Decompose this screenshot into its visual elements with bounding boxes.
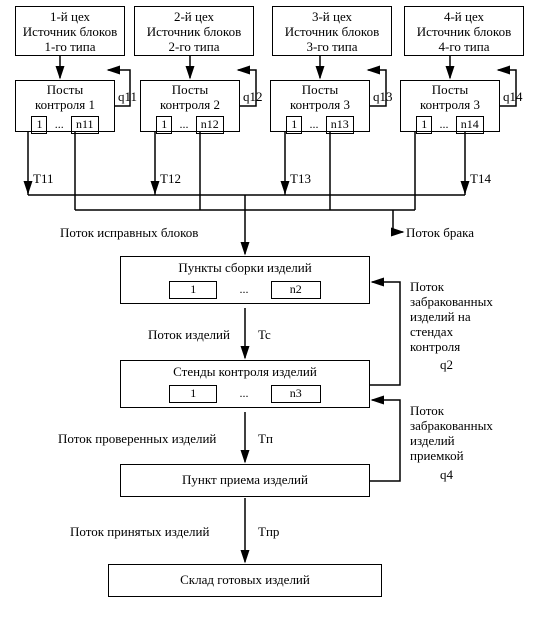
control-post-4-first: 1 [416,116,432,134]
t12-label: T12 [160,172,181,187]
dots-icon: ... [52,118,67,132]
workshop-1-l1: 1-й цех [50,9,90,24]
control-post-4-title: Постыконтроля 3 [403,83,497,113]
good-blocks-label: Поток исправных блоков [60,226,198,241]
control-post-2-last: n12 [196,116,224,134]
workshop-1-l2: Источник блоков [23,24,117,39]
control-post-1-last: n11 [71,116,99,134]
control-post-3-first: 1 [286,116,302,134]
t14-label: T14 [470,172,491,187]
products-label: Поток изделий [148,328,230,343]
tc-label: Tc [258,328,271,343]
assembly-title: Пункты сборки изделий [127,261,363,276]
control-post-2: Постыконтроля 2 1 ... n12 [140,80,240,132]
dots-icon: ... [307,118,322,132]
control-post-2-first: 1 [156,116,172,134]
workshop-3-l1: 3-й цех [312,9,352,24]
tp-label: Tп [258,432,273,447]
acceptance-title: Пункт приема изделий [182,472,308,487]
control-post-1-title: Постыконтроля 1 [18,83,112,113]
control-stand-title: Стенды контроля изделий [127,365,363,380]
workshop-3: 3-й цех Источник блоков 3-го типа [272,6,392,56]
tpr-label: Tпр [258,525,279,540]
control-stand-last: n3 [271,385,321,403]
workshop-2-l2: Источник блоков [147,24,241,39]
dots-icon: ... [437,118,452,132]
defects-label: Поток брака [406,226,474,241]
q12-label: q12 [243,90,263,105]
q14-label: q14 [503,90,523,105]
t11-label: T11 [33,172,53,187]
assembly-last: n2 [271,281,321,299]
control-stand-first: 1 [169,385,217,403]
control-post-1: Постыконтроля 1 1 ... n11 [15,80,115,132]
workshop-2-l3: 2-го типа [169,39,220,54]
rejected-accept-label: Потокзабракованныхизделийприемкой [410,404,520,464]
q2-label: q2 [440,358,453,373]
workshop-4-l1: 4-й цех [444,9,484,24]
workshop-4-l3: 4-го типа [439,39,490,54]
checked-label: Поток проверенных изделий [58,432,216,447]
q4-label: q4 [440,468,453,483]
warehouse-title: Склад готовых изделий [180,572,310,587]
q11-label: q11 [118,90,137,105]
warehouse-box: Склад готовых изделий [108,564,382,597]
workshop-4: 4-й цех Источник блоков 4-го типа [404,6,524,56]
acceptance-box: Пункт приема изделий [120,464,370,497]
dots-icon: ... [222,283,267,297]
control-post-3-title: Постыконтроля 3 [273,83,367,113]
assembly-box: Пункты сборки изделий 1 ... n2 [120,256,370,304]
rejected-stand-label: Потокзабракованныхизделий настендахконтр… [410,280,520,355]
workshop-4-l2: Источник блоков [417,24,511,39]
workshop-3-l3: 3-го типа [307,39,358,54]
accepted-label: Поток принятых изделий [70,525,209,540]
workshop-1-l3: 1-го типа [45,39,96,54]
control-post-4-last: n14 [456,116,484,134]
control-post-3-last: n13 [326,116,354,134]
q13-label: q13 [373,90,393,105]
assembly-first: 1 [169,281,217,299]
control-post-4: Постыконтроля 3 1 ... n14 [400,80,500,132]
control-post-1-first: 1 [31,116,47,134]
control-post-3: Постыконтроля 3 1 ... n13 [270,80,370,132]
control-post-2-title: Постыконтроля 2 [143,83,237,113]
workshop-1: 1-й цех Источник блоков 1-го типа [15,6,125,56]
workshop-3-l2: Источник блоков [285,24,379,39]
workshop-2-l1: 2-й цех [174,9,214,24]
dots-icon: ... [222,387,267,401]
control-stand-box: Стенды контроля изделий 1 ... n3 [120,360,370,408]
dots-icon: ... [177,118,192,132]
workshop-2: 2-й цех Источник блоков 2-го типа [134,6,254,56]
t13-label: T13 [290,172,311,187]
